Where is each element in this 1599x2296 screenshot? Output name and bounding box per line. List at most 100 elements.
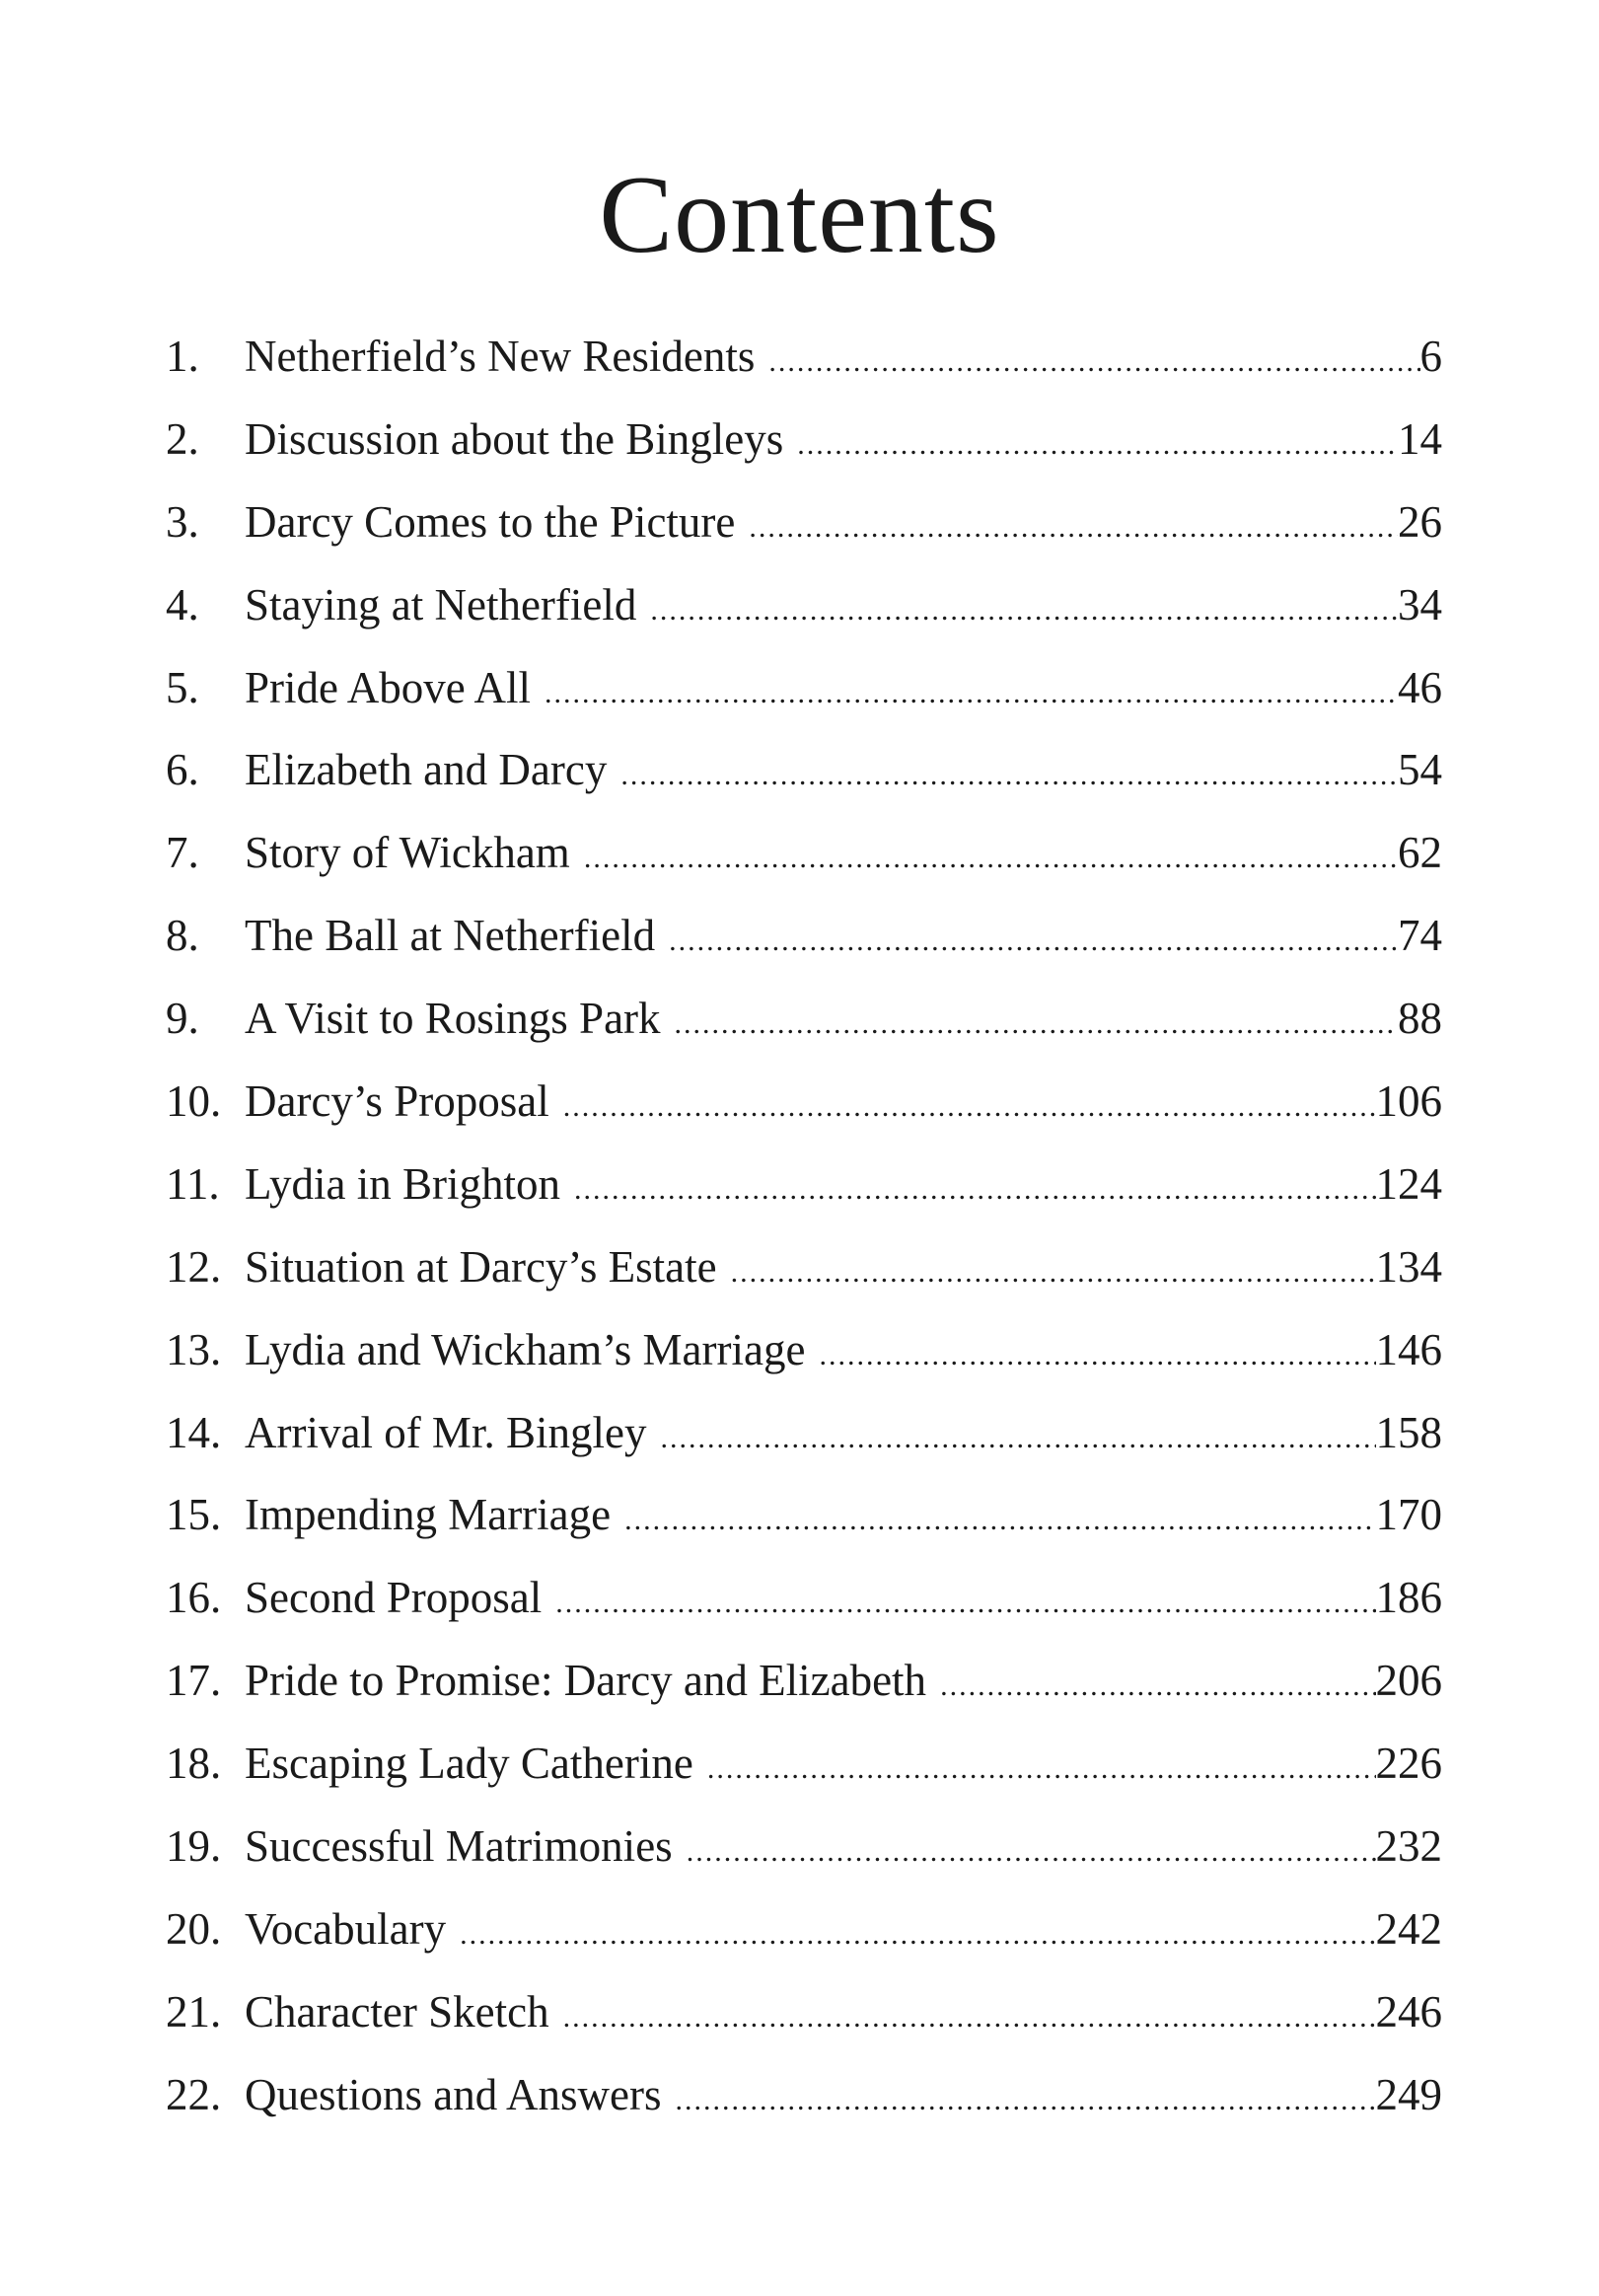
toc-entry[interactable]: 15. Impending Marriage 170 (166, 1474, 1442, 1557)
chapter-title: Darcy’s Proposal (245, 1076, 549, 1127)
chapter-number: 22. (166, 2069, 222, 2119)
dot-leader (731, 1231, 1376, 1314)
chapter-number: 21. (166, 1986, 222, 2037)
chapter-number: 7. (166, 828, 199, 878)
page-number: 134 (1375, 1241, 1443, 1292)
dot-leader (687, 1811, 1376, 1893)
toc-entry[interactable]: 4. Staying at Netherfield 34 (166, 564, 1442, 647)
page-number: 62 (1398, 828, 1442, 878)
chapter-title: Successful Matrimonies (245, 1821, 673, 1872)
toc-entry[interactable]: 22. Questions and Answers 249 (166, 2054, 1442, 2137)
chapter-title: Netherfield’s New Residents (245, 332, 756, 381)
chapter-number: 17. (166, 1656, 222, 1706)
page-number: 206 (1375, 1656, 1443, 1706)
chapter-number: 9. (166, 994, 199, 1044)
toc-entry[interactable]: 10. Darcy’s Proposal 106 (166, 1061, 1442, 1144)
page-number: 146 (1375, 1324, 1443, 1374)
dot-leader (707, 1728, 1376, 1811)
page-number: 232 (1375, 1821, 1443, 1872)
chapter-title: Staying at Netherfield (245, 579, 637, 630)
toc-entry[interactable]: 7. Story of Wickham 62 (166, 812, 1442, 895)
page-number: 186 (1375, 1573, 1443, 1623)
dot-leader (545, 652, 1398, 735)
chapter-number: 8. (166, 911, 199, 961)
dot-leader (797, 404, 1398, 486)
dot-leader (460, 1893, 1375, 1976)
chapter-title: Second Proposal (245, 1573, 543, 1623)
chapter-title: Vocabulary (245, 1903, 447, 1954)
chapter-title: Arrival of Mr. Bingley (245, 1407, 647, 1457)
toc-entry[interactable]: 19. Successful Matrimonies 232 (166, 1806, 1442, 1889)
chapter-number: 18. (166, 1739, 222, 1789)
dot-leader (819, 1314, 1375, 1397)
toc-entry[interactable]: 18. Escaping Lady Catherine 226 (166, 1723, 1442, 1806)
toc-entry[interactable]: 6. Elizabeth and Darcy 54 (166, 729, 1442, 812)
dot-leader (650, 569, 1398, 652)
dot-leader (620, 734, 1398, 817)
dot-leader (749, 486, 1398, 569)
page-number: 124 (1375, 1158, 1443, 1209)
chapter-number: 3. (166, 496, 199, 547)
chapter-title: Impending Marriage (245, 1490, 612, 1540)
toc-entry[interactable]: 17. Pride to Promise: Darcy and Elizabeth… (166, 1640, 1442, 1723)
chapter-number: 14. (166, 1407, 222, 1457)
chapter-number: 20. (166, 1903, 222, 1954)
toc-entry[interactable]: 11. Lydia in Brighton 124 (166, 1144, 1442, 1226)
toc-entry[interactable]: 14. Arrival of Mr. Bingley 158 (166, 1392, 1442, 1475)
chapter-number: 6. (166, 745, 199, 795)
chapter-number: 19. (166, 1821, 222, 1872)
dot-leader (940, 1645, 1375, 1728)
page-number: 88 (1398, 994, 1442, 1044)
chapter-title: Situation at Darcy’s Estate (245, 1241, 717, 1292)
page-number: 6 (1419, 332, 1443, 381)
chapter-number: 16. (166, 1573, 222, 1623)
toc-entry[interactable]: 12. Situation at Darcy’s Estate 134 (166, 1226, 1442, 1309)
page-title: Contents (599, 154, 1000, 276)
dot-leader (669, 900, 1398, 983)
chapter-title: Lydia in Brighton (245, 1158, 560, 1209)
toc-entry[interactable]: 1. Netherfield’s New Residents 6 (166, 316, 1442, 399)
page-number: 170 (1375, 1490, 1443, 1540)
chapter-title: Lydia and Wickham’s Marriage (245, 1324, 806, 1374)
page-number: 246 (1375, 1986, 1443, 2037)
chapter-title: Pride to Promise: Darcy and Elizabeth (245, 1656, 927, 1706)
page-number: 242 (1375, 1903, 1443, 1954)
chapter-number: 4. (166, 579, 199, 630)
table-of-contents: 1. Netherfield’s New Residents 6 2. Discussi… (166, 316, 1442, 2137)
dot-leader (584, 817, 1398, 900)
page-number: 249 (1375, 2069, 1443, 2119)
chapter-number: 13. (166, 1324, 222, 1374)
page-number: 158 (1375, 1407, 1443, 1457)
chapter-number: 11. (166, 1158, 220, 1209)
toc-entry[interactable]: 16. Second Proposal 186 (166, 1557, 1442, 1640)
dot-leader (563, 1066, 1376, 1148)
chapter-number: 2. (166, 413, 199, 464)
dot-leader (660, 1397, 1375, 1480)
chapter-number: 15. (166, 1490, 222, 1540)
page-number: 106 (1375, 1076, 1443, 1127)
chapter-title: Questions and Answers (245, 2069, 662, 2119)
dot-leader (768, 321, 1419, 404)
toc-entry[interactable]: 9. A Visit to Rosings Park 88 (166, 978, 1442, 1061)
dot-leader (563, 1976, 1376, 2059)
toc-entry[interactable]: 13. Lydia and Wickham’s Marriage 146 (166, 1309, 1442, 1392)
chapter-title: Escaping Lady Catherine (245, 1739, 693, 1789)
toc-entry[interactable]: 20. Vocabulary 242 (166, 1889, 1442, 1971)
toc-entry[interactable]: 3. Darcy Comes to the Picture 26 (166, 481, 1442, 564)
toc-entry[interactable]: 5. Pride Above All 46 (166, 647, 1442, 730)
page-number: 226 (1375, 1739, 1443, 1789)
toc-entry[interactable]: 21. Character Sketch 246 (166, 1971, 1442, 2054)
chapter-number: 12. (166, 1241, 222, 1292)
chapter-number: 1. (166, 332, 199, 381)
dot-leader (624, 1479, 1375, 1562)
toc-entry[interactable]: 2. Discussion about the Bingleys 14 (166, 399, 1442, 481)
dot-leader (555, 1562, 1375, 1645)
page-number: 14 (1398, 413, 1442, 464)
chapter-title: Elizabeth and Darcy (245, 745, 608, 795)
page-number: 74 (1398, 911, 1442, 961)
chapter-title: Darcy Comes to the Picture (245, 496, 736, 547)
dot-leader (675, 2059, 1375, 2142)
toc-entry[interactable]: 8. The Ball at Netherfield 74 (166, 895, 1442, 978)
dot-leader (675, 983, 1398, 1066)
chapter-title: Pride Above All (245, 662, 531, 712)
